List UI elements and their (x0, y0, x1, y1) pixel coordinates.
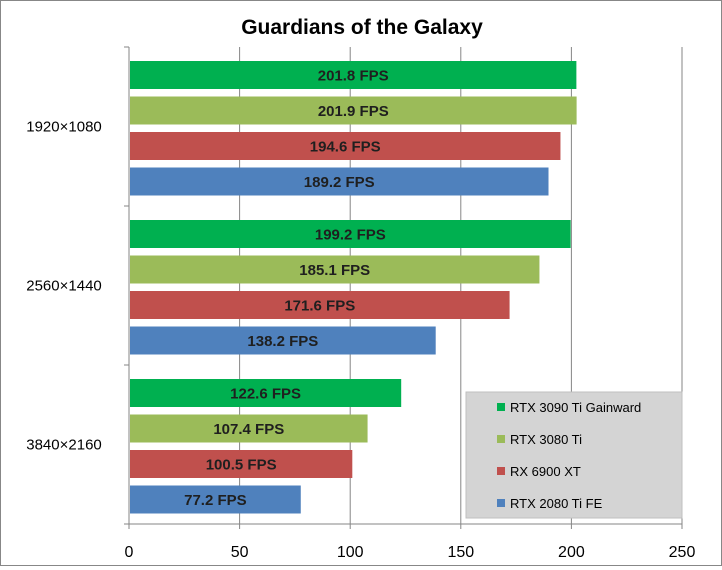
legend-label: RTX 3090 Ti Gainward (510, 400, 641, 415)
x-tick-label: 100 (337, 544, 364, 561)
data-label: 199.2 FPS (315, 227, 386, 244)
data-label: 189.2 FPS (304, 174, 375, 191)
bar (130, 220, 571, 248)
data-label: 138.2 FPS (247, 333, 318, 350)
legend-swatch (497, 403, 505, 411)
x-tick-label: 50 (231, 544, 249, 561)
data-label: 77.2 FPS (184, 492, 247, 509)
x-tick-label: 250 (669, 544, 696, 561)
bar (130, 291, 510, 319)
data-label: 201.9 FPS (318, 103, 389, 120)
bars: 201.8 FPS 201.9 FPS 194.6 FPS 189.2 FPS 199.… (130, 61, 577, 514)
data-label: 201.8 FPS (318, 68, 389, 85)
bar (130, 61, 577, 89)
x-tick-label: 150 (447, 544, 474, 561)
category-label: 3840×2160 (26, 437, 102, 454)
data-label: 107.4 FPS (213, 421, 284, 438)
data-label: 185.1 FPS (299, 262, 370, 279)
x-tick-label: 200 (558, 544, 585, 561)
bar (130, 450, 353, 478)
category-label: 1920×1080 (26, 119, 102, 136)
chart-title: Guardians of the Galaxy (241, 16, 483, 39)
bar (130, 326, 436, 355)
legend-label: RTX 2080 Ti FE (510, 496, 603, 511)
bar (130, 96, 577, 125)
legend-box (465, 391, 683, 519)
legend-label: RTX 3080 Ti (510, 432, 582, 447)
data-label: 194.6 FPS (310, 139, 381, 156)
bar (130, 167, 549, 196)
bar (130, 132, 561, 160)
bar (130, 485, 301, 514)
data-label: 100.5 FPS (206, 457, 277, 474)
axes: 0 50 100 150 200 250 1920×1080 2560×1440 3840×21… (26, 46, 696, 561)
bar (130, 379, 402, 407)
x-tick-label: 0 (125, 544, 134, 561)
legend: RTX 3090 Ti Gainward RTX 3080 Ti RX 6900 X… (465, 391, 683, 519)
bar (130, 414, 368, 443)
category-label: 2560×1440 (26, 278, 102, 295)
legend-label: RX 6900 XT (510, 464, 581, 479)
legend-swatch (497, 467, 505, 475)
data-label: 171.6 FPS (284, 298, 355, 315)
data-label: 122.6 FPS (230, 386, 301, 403)
legend-swatch (497, 435, 505, 443)
bar (130, 255, 540, 284)
legend-swatch (497, 499, 505, 507)
